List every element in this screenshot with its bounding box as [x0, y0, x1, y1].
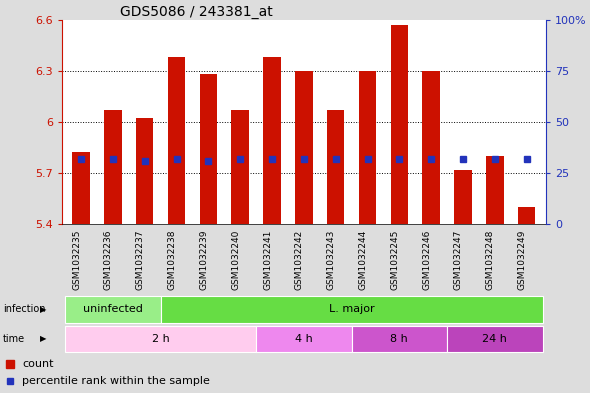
Text: GSM1032235: GSM1032235 — [72, 230, 81, 290]
Bar — [327, 110, 345, 224]
Bar — [136, 118, 153, 224]
Bar — [486, 156, 504, 224]
Text: GSM1032247: GSM1032247 — [454, 230, 463, 290]
Text: GSM1032240: GSM1032240 — [231, 230, 240, 290]
Text: GSM1032238: GSM1032238 — [168, 230, 176, 290]
Text: GDS5086 / 243381_at: GDS5086 / 243381_at — [120, 5, 273, 18]
Text: GSM1032242: GSM1032242 — [295, 230, 304, 290]
Text: 2 h: 2 h — [152, 334, 169, 344]
Text: percentile rank within the sample: percentile rank within the sample — [22, 376, 210, 386]
Text: GSM1032236: GSM1032236 — [104, 230, 113, 290]
Text: L. major: L. major — [329, 305, 375, 314]
Text: GSM1032248: GSM1032248 — [486, 230, 495, 290]
Text: GSM1032245: GSM1032245 — [391, 230, 399, 290]
Bar — [359, 71, 376, 224]
Text: GSM1032237: GSM1032237 — [136, 230, 145, 290]
Text: 4 h: 4 h — [295, 334, 313, 344]
Bar — [168, 57, 185, 224]
Bar — [352, 326, 447, 352]
Text: ▶: ▶ — [40, 305, 47, 314]
Bar — [447, 326, 543, 352]
Bar — [160, 296, 543, 323]
Bar — [231, 110, 249, 224]
Text: GSM1032241: GSM1032241 — [263, 230, 272, 290]
Bar — [518, 207, 535, 224]
Bar — [199, 74, 217, 224]
Text: GSM1032249: GSM1032249 — [517, 230, 527, 290]
Bar — [295, 71, 313, 224]
Bar — [65, 296, 160, 323]
Bar — [422, 71, 440, 224]
Text: ▶: ▶ — [40, 334, 47, 343]
Text: time: time — [3, 334, 25, 344]
Text: GSM1032244: GSM1032244 — [359, 230, 368, 290]
Bar — [65, 326, 256, 352]
Text: infection: infection — [3, 305, 45, 314]
Bar — [104, 110, 122, 224]
Bar — [256, 326, 352, 352]
Text: GSM1032243: GSM1032243 — [327, 230, 336, 290]
Text: uninfected: uninfected — [83, 305, 143, 314]
Text: GSM1032239: GSM1032239 — [199, 230, 208, 290]
Text: count: count — [22, 358, 54, 369]
Text: 24 h: 24 h — [483, 334, 507, 344]
Bar — [391, 25, 408, 224]
Text: GSM1032246: GSM1032246 — [422, 230, 431, 290]
Text: 8 h: 8 h — [391, 334, 408, 344]
Bar — [73, 152, 90, 224]
Bar — [263, 57, 281, 224]
Bar — [454, 169, 472, 224]
